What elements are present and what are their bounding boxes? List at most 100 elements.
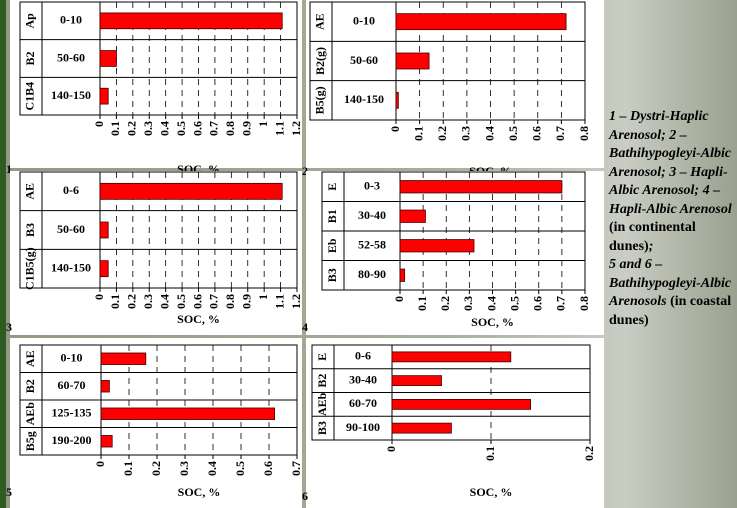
x-tick-label: 0.8 <box>223 121 237 136</box>
x-tick-label: 0 <box>392 296 406 302</box>
bar <box>400 240 474 252</box>
x-tick-label: 0.8 <box>577 126 591 141</box>
horizon-label: B3 <box>23 223 37 237</box>
depth-label: 0-6 <box>355 349 371 363</box>
x-tick-label: 0.4 <box>205 461 219 476</box>
depth-label: 140-150 <box>344 92 384 106</box>
bar <box>400 269 405 281</box>
x-tick-label: 0.4 <box>482 126 496 141</box>
horizon-label: B3 <box>325 268 339 282</box>
x-tick-label: 0.8 <box>577 296 591 311</box>
x-tick-label: 0.9 <box>240 121 254 136</box>
x-tick-label: 1.1 <box>272 294 286 309</box>
depth-label: 90-100 <box>346 420 380 434</box>
x-tick-label: 0.5 <box>174 121 188 136</box>
panel-label: 5 <box>6 485 12 499</box>
depth-label: 30-40 <box>349 372 377 386</box>
horizon-label: AE <box>313 13 327 30</box>
depth-label: 0-10 <box>60 13 82 27</box>
horizon-label: B1 <box>325 209 339 223</box>
depth-label: 50-60 <box>57 50 85 64</box>
x-tick-label: 0 <box>92 121 106 127</box>
x-tick-label: 0 <box>93 461 107 467</box>
bar <box>396 53 429 69</box>
bar <box>101 353 146 365</box>
depth-label: 140-150 <box>51 88 91 102</box>
x-tick-label: 0.6 <box>530 126 544 141</box>
bar <box>101 408 275 420</box>
x-tick-label: 1 <box>256 294 270 300</box>
x-tick-label: 0.1 <box>108 121 122 136</box>
bar <box>396 92 398 108</box>
depth-label: 0-3 <box>364 179 380 193</box>
x-tick-label: 0 <box>92 294 106 300</box>
horizon-label: E <box>315 353 329 361</box>
depth-label: 30-40 <box>358 208 386 222</box>
horizon-label: B2 <box>23 51 37 65</box>
panel-label: 6 <box>302 489 308 503</box>
x-tick-label: 0.7 <box>553 126 567 141</box>
horizon-label: B2 <box>315 374 329 388</box>
depth-label: 125-135 <box>52 406 92 420</box>
x-tick-label: 0.1 <box>121 461 135 476</box>
depth-label: 0-10 <box>353 13 375 27</box>
x-tick-label: 0.6 <box>190 121 204 136</box>
horizon-label: B5(g) <box>313 86 327 114</box>
bar <box>100 13 282 29</box>
x-tick-label: 0.4 <box>157 121 171 136</box>
depth-label: 0-6 <box>63 183 79 197</box>
bar <box>392 352 511 362</box>
x-tick-label: 0.7 <box>207 294 221 309</box>
caption-text: ; <box>649 239 654 254</box>
panel-label: 4 <box>302 320 308 334</box>
x-tick-label: 0.7 <box>289 461 303 476</box>
x-tick-label: 0.2 <box>582 446 596 461</box>
x-tick-label: 0.6 <box>531 296 545 311</box>
page: 00.10.20.30.40.50.60.70.80.911.11.2Ap0-1… <box>0 0 737 508</box>
bar <box>101 435 112 447</box>
horizon-label: AE <box>23 183 37 200</box>
x-tick-label: 0.5 <box>233 461 247 476</box>
x-tick-label: 0.1 <box>108 294 122 309</box>
horizon-label: Eb <box>325 238 339 253</box>
x-tick-label: 1 <box>256 121 270 127</box>
depth-label: 0-10 <box>61 351 83 365</box>
horizon-label: C1B4 <box>23 82 37 111</box>
x-tick-label: 0 <box>388 126 402 132</box>
bar <box>100 222 108 238</box>
x-tick-label: 1.1 <box>272 121 286 136</box>
bar <box>392 376 442 386</box>
horizon-label: B2 <box>23 379 37 393</box>
x-tick-label: 0.5 <box>507 296 521 311</box>
bar <box>400 210 425 222</box>
x-tick-label: 0.5 <box>174 294 188 309</box>
horizon-label: C1B5(g) <box>23 247 37 290</box>
x-tick-label: 0.6 <box>261 461 275 476</box>
bar <box>100 88 108 104</box>
panel <box>10 338 302 508</box>
x-axis-label: SOC, % <box>178 485 221 499</box>
horizon-label: AEb <box>315 392 329 416</box>
x-tick-label: 0.5 <box>506 126 520 141</box>
x-axis-label: SOC, % <box>177 312 220 326</box>
x-tick-label: 0.3 <box>461 296 475 311</box>
x-axis-label: SOC, % <box>471 315 514 329</box>
x-tick-label: 0.7 <box>207 121 221 136</box>
bar <box>396 14 566 30</box>
x-tick-label: 1.2 <box>289 294 303 309</box>
depth-label: 80-90 <box>358 267 386 281</box>
x-tick-label: 0.2 <box>149 461 163 476</box>
x-tick-label: 0.4 <box>484 296 498 311</box>
x-tick-label: 0.2 <box>435 126 449 141</box>
horizon-label: AE <box>23 350 37 367</box>
x-tick-label: 0.2 <box>125 294 139 309</box>
panel-label: 3 <box>6 320 12 334</box>
caption: 1 – Dystri-Haplic Arenosol; 2 – Bathihyp… <box>609 108 735 330</box>
depth-label: 140-150 <box>51 260 91 274</box>
x-tick-label: 0.8 <box>223 294 237 309</box>
bar <box>100 261 108 277</box>
x-tick-label: 1.2 <box>289 121 303 136</box>
x-tick-label: 0.9 <box>240 294 254 309</box>
bar <box>100 183 282 199</box>
x-tick-label: 0.2 <box>438 296 452 311</box>
